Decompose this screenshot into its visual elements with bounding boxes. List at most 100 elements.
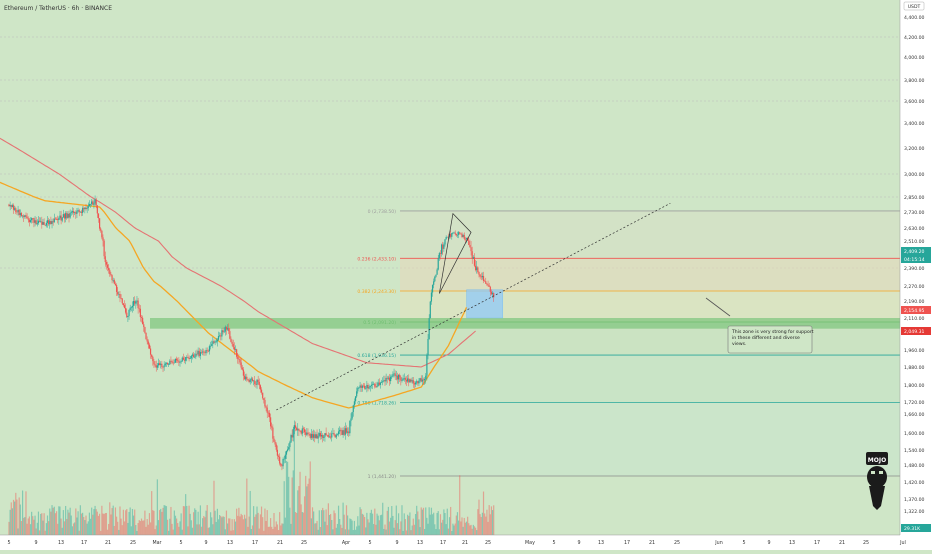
candle-body-112 (135, 301, 137, 304)
candle-body-170 (200, 352, 203, 353)
volume-bar-294 (341, 527, 343, 535)
volume-bar-260 (302, 512, 305, 535)
volume-bar-13 (23, 517, 25, 535)
volume-bar-95 (115, 516, 118, 535)
volume-bar-200 (234, 521, 237, 535)
candle-body-143 (170, 360, 172, 362)
time-tick-label: May (525, 540, 535, 546)
time-tick-label: 17 (624, 540, 630, 546)
volume-bar-110 (132, 515, 135, 535)
volume-bar-151 (179, 521, 181, 535)
time-tick-label: 9 (34, 540, 37, 546)
candle-body-21 (32, 218, 34, 219)
volume-bar-35 (48, 521, 50, 535)
volume-bar-210 (246, 478, 248, 535)
candle-body-279 (324, 433, 326, 437)
candle-body-96 (117, 291, 119, 295)
time-tick-label: 13 (598, 540, 604, 546)
volume-bar-176 (207, 527, 209, 535)
volume-bar-390 (450, 506, 452, 535)
candle-body-296 (343, 430, 345, 435)
candle-body-414 (477, 267, 479, 273)
countdown-badge-bg (901, 255, 931, 263)
volume-bar-166 (196, 524, 198, 535)
callout-line-3: views. (732, 341, 746, 347)
candle-body-223 (260, 389, 263, 393)
callout-box (727, 325, 813, 354)
price-tick-label: 1,600.00 (904, 431, 925, 437)
volume-bar-329 (380, 514, 383, 535)
candle-body-135 (161, 363, 163, 367)
candle-body-382 (441, 244, 443, 254)
volume-bar-20 (31, 511, 33, 535)
candle-body-186 (219, 335, 221, 337)
time-tick-label: 25 (301, 540, 307, 546)
candlesticks[interactable] (8, 195, 495, 471)
volume-bar-341 (394, 520, 396, 535)
candle-body-80 (99, 218, 101, 229)
candle-body-392 (452, 232, 454, 234)
volume-bar-365 (421, 509, 423, 535)
volume-bar-298 (345, 505, 348, 535)
volume-bar-393 (453, 525, 455, 535)
volume-bar-165 (195, 509, 197, 535)
candle-body-352 (407, 378, 409, 382)
price-tick-label: 3,200.00 (904, 146, 925, 152)
candle-body-110 (132, 301, 135, 306)
candle-body-59 (75, 212, 77, 214)
volume-bar-357 (412, 518, 414, 535)
annotation-callout[interactable]: This zone is very strong for support in … (705, 297, 814, 354)
volume-bar-38 (51, 505, 53, 535)
candle-body-233 (272, 427, 274, 439)
candle-body-140 (166, 362, 169, 365)
volume-bar-109 (131, 508, 134, 535)
triangle-drawing (439, 212, 472, 294)
candle-body-39 (52, 221, 54, 223)
candle-body-277 (322, 435, 324, 438)
volume-bar-320 (370, 509, 372, 535)
volume-bar-138 (164, 505, 166, 535)
time-axis[interactable]: 5 9 13 17 21 25 Mar 5 9 13 17 21 25 Apr 5 9 13 17 21 25 May 5… (0, 534, 906, 546)
candle-body-294 (341, 430, 343, 435)
volume-bar-43 (57, 523, 59, 535)
candle-body-339 (392, 374, 394, 377)
volume-bar-395 (455, 515, 457, 535)
fib-label-1: 0.236 (2,433.10) (357, 256, 396, 262)
candle-body-357 (412, 380, 414, 384)
volume-bar-242 (282, 523, 284, 535)
volume-bar-427 (491, 510, 494, 535)
drawings[interactable] (276, 202, 671, 411)
candle-body-53 (68, 213, 70, 218)
candle-body-313 (362, 385, 365, 387)
candle-body-380 (438, 253, 440, 258)
candle-body-183 (215, 341, 217, 343)
volume-bar-366 (422, 507, 425, 535)
volume-bar-188 (221, 517, 223, 535)
candle-body-23 (34, 220, 36, 223)
volume-bar-306 (354, 529, 357, 535)
volume-bar-282 (327, 503, 329, 535)
candle-body-335 (387, 377, 389, 379)
volume-bar-220 (257, 512, 259, 535)
candle-body-354 (409, 379, 411, 383)
candle-body-369 (426, 355, 428, 376)
candle-body-368 (425, 375, 427, 380)
candle-body-148 (176, 358, 178, 361)
volume-bar-156 (185, 494, 187, 535)
candle-body-91 (111, 275, 113, 281)
candle-body-184 (216, 339, 218, 342)
volume-bar-392 (452, 523, 454, 535)
candle-body-394 (454, 232, 456, 235)
candle-body-331 (383, 380, 385, 382)
candle-body-130 (155, 365, 157, 368)
volume-bar-170 (200, 526, 203, 535)
candle-body-259 (301, 428, 303, 434)
time-tick-label: Apr (342, 540, 350, 546)
candle-body-400 (461, 233, 463, 238)
volume-bar-324 (375, 524, 377, 535)
candle-body-45 (59, 215, 61, 219)
price-axis[interactable]: USDT 4,400.00 4,200.00 4,000.00 3,800.00 3,60… (899, 0, 925, 535)
candle-body-199 (233, 347, 235, 350)
